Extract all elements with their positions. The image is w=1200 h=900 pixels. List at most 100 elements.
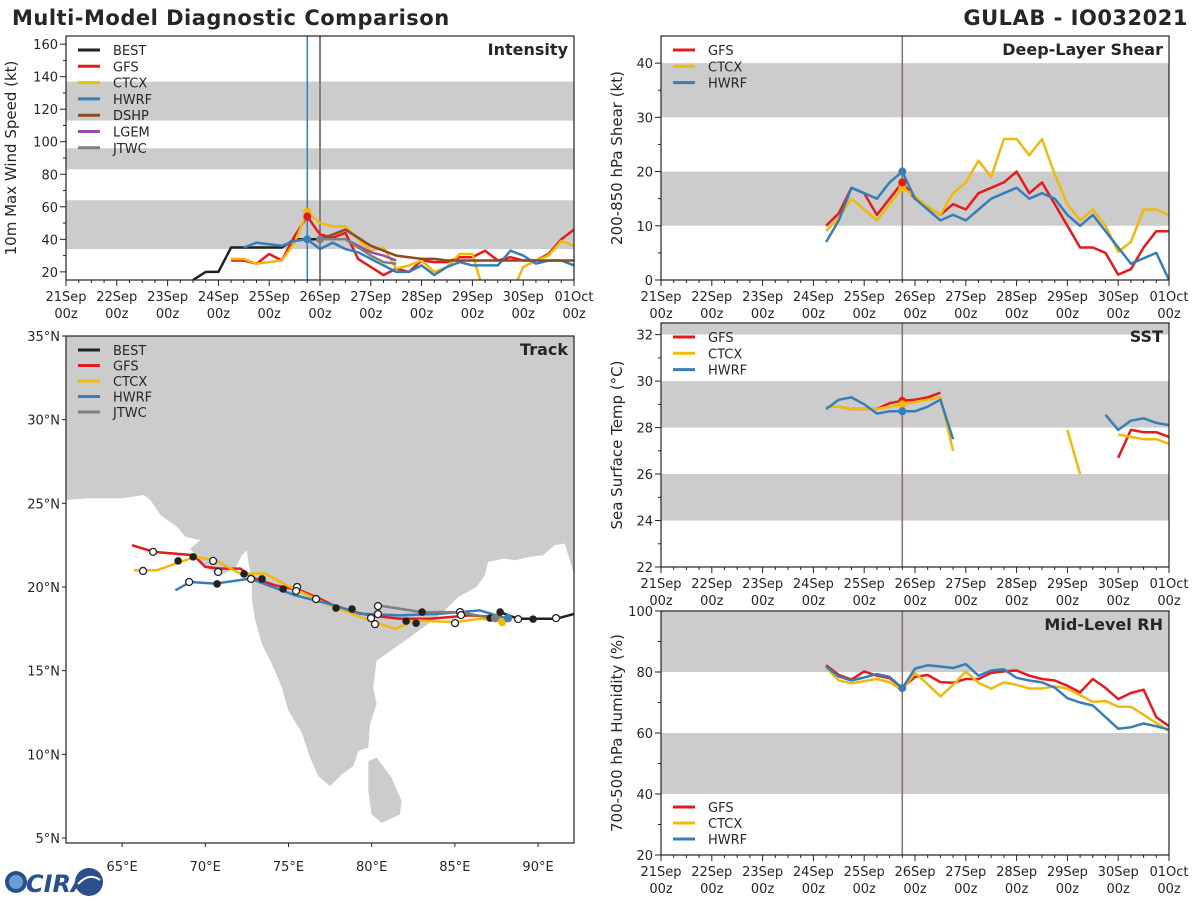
x-tick-date: 01Oct	[554, 290, 593, 305]
x-tick-hour: 00z	[1005, 307, 1029, 322]
x-tick-hour: 00z	[105, 307, 129, 322]
y-axis-label: 700-500 hPa Humidity (%)	[608, 634, 626, 832]
x-tick-hour: 00z	[903, 594, 927, 609]
y-tick-label: 32	[636, 329, 653, 344]
x-tick-date: 30Sep	[1098, 290, 1139, 305]
x-tick-date: 29Sep	[452, 290, 493, 305]
track-marker-filled	[529, 615, 537, 623]
x-tick-date: 29Sep	[1047, 865, 1088, 880]
x-tick-hour: 00z	[751, 594, 775, 609]
intensity-band	[661, 63, 1169, 118]
track-marker-open	[373, 601, 383, 611]
x-tick-date: 21Sep	[640, 577, 681, 592]
x-tick-date: 26Sep	[299, 290, 340, 305]
track-marker-open	[456, 610, 466, 620]
panel-sst: 22 24 26 28 30 32 21Sep 00z 22Sep 00z 23Sep 00z 24Se…	[608, 322, 1189, 609]
y-tick-label: 60	[636, 727, 653, 742]
current-position-marker	[503, 613, 513, 623]
x-tick-hour: 00z	[562, 307, 586, 322]
x-tick-hour: 00z	[700, 307, 724, 322]
x-tick-hour: 00z	[308, 307, 332, 322]
y-tick-label: 24	[636, 515, 653, 530]
x-tick-date: 23Sep	[147, 290, 188, 305]
x-tick-hour: 00z	[802, 882, 826, 897]
track-marker-filled	[402, 617, 410, 625]
y-tick-label: 100	[628, 605, 653, 620]
track-marker-open	[208, 556, 218, 566]
track-marker-open	[311, 594, 321, 604]
x-tick-hour: 00z	[649, 882, 673, 897]
x-tick-hour: 00z	[751, 882, 775, 897]
x-tick-hour: 00z	[1157, 882, 1181, 897]
plot-area	[661, 323, 1169, 567]
x-tick-date: 22Sep	[691, 290, 732, 305]
analysis-marker-hwrf	[898, 167, 907, 176]
x-tick-hour: 00z	[156, 307, 180, 322]
track-marker-open	[291, 586, 301, 596]
series-line-hwrf	[243, 238, 574, 277]
series-line-jtwc	[320, 238, 397, 265]
x-tick-date: 21Sep	[640, 865, 681, 880]
track-marker-filled	[332, 604, 340, 612]
x-tick-date: 24Sep	[793, 290, 834, 305]
legend-label-lgem: LGEM	[113, 126, 150, 141]
y-tick-label: 26	[636, 468, 653, 483]
series-line-gfs	[825, 664, 1169, 728]
y-tick-label: 40	[636, 57, 653, 72]
y-tick-label: 0	[645, 274, 653, 289]
plot-area	[661, 36, 1169, 280]
panel-title: Mid-Level RH	[1044, 615, 1163, 634]
x-tick-hour: 00z	[903, 882, 927, 897]
y-axis-label: 10m Max Wind Speed (kt)	[2, 61, 20, 256]
x-tick-hour: 00z	[853, 307, 877, 322]
x-tick-hour: 00z	[903, 307, 927, 322]
analysis-marker-jtwc	[316, 235, 324, 244]
x-tick-hour: 00z	[258, 307, 282, 322]
series-line-hwrf	[825, 396, 1169, 440]
x-tick-date: 25Sep	[249, 290, 290, 305]
lat-tick-label: 10°N	[27, 748, 60, 763]
series-line-gfs	[231, 215, 574, 277]
panel-shear: 0 10 20 30 40 21Sep 00z 22Sep 00z 23Sep 00z 24Sep 00…	[608, 35, 1189, 322]
x-tick-hour: 00z	[1005, 594, 1029, 609]
lon-tick-label: 85°E	[439, 860, 470, 875]
series-line-ctcx	[826, 396, 1169, 475]
panel-title: Deep-Layer Shear	[1002, 40, 1163, 59]
figure-title: Multi-Model Diagnostic Comparison	[12, 6, 450, 30]
legend-label-gfs: GFS	[708, 331, 734, 346]
legend-label-ctcx: CTCX	[708, 60, 742, 75]
x-tick-date: 26Sep	[894, 290, 935, 305]
x-tick-hour: 00z	[410, 307, 434, 322]
current-position-marker	[490, 613, 500, 623]
x-tick-hour: 00z	[54, 307, 78, 322]
land-india	[66, 336, 574, 787]
x-tick-date: 26Sep	[894, 577, 935, 592]
x-tick-hour: 00z	[512, 307, 536, 322]
lon-tick-label: 65°E	[106, 860, 137, 875]
panel-title: Intensity	[488, 40, 569, 59]
x-tick-date: 24Sep	[198, 290, 239, 305]
x-tick-hour: 00z	[1107, 594, 1131, 609]
x-tick-hour: 00z	[1107, 307, 1131, 322]
cira-logo: CIRA	[5, 868, 103, 898]
track-marker-open	[513, 614, 523, 624]
x-tick-hour: 00z	[1056, 307, 1080, 322]
x-tick-date: 28Sep	[401, 290, 442, 305]
y-tick-label: 80	[41, 168, 58, 183]
legend-label-jtwc: JTWC	[112, 406, 147, 421]
y-tick-label: 20	[41, 266, 58, 281]
panel-intensity: 20 40 60 80 100 120 140 160 21Sep 00z 22Sep 00z 23Se…	[2, 35, 594, 322]
x-tick-hour: 00z	[649, 594, 673, 609]
plot-area	[661, 611, 1169, 855]
track-marker-filled	[213, 580, 221, 588]
analysis-marker-ctcx	[898, 400, 907, 409]
x-tick-date: 27Sep	[945, 865, 986, 880]
lon-tick-label: 75°E	[273, 860, 304, 875]
x-tick-hour: 00z	[802, 307, 826, 322]
x-tick-hour: 00z	[359, 307, 383, 322]
series-line-dshp	[319, 228, 574, 262]
x-tick-hour: 00z	[802, 594, 826, 609]
legend-label-ctcx: CTCX	[708, 347, 742, 362]
x-tick-hour: 00z	[1005, 882, 1029, 897]
x-tick-date: 26Sep	[894, 865, 935, 880]
